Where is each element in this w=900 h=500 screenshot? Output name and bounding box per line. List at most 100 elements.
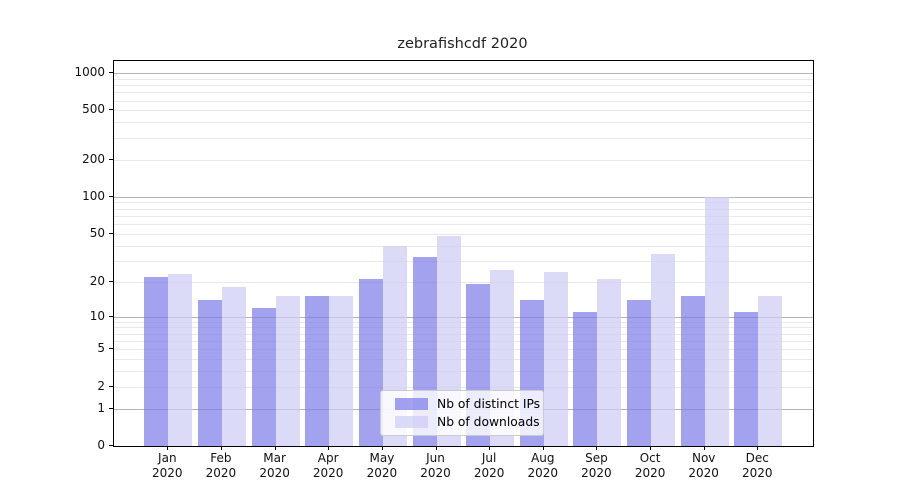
x-tick-label-line: 2020 xyxy=(366,466,398,480)
x-tick-label: Jul 2020 xyxy=(457,451,521,481)
y-tick-mark xyxy=(109,385,113,387)
x-tick-label-line: 2020 xyxy=(312,466,344,480)
x-tick-label-line: 2020 xyxy=(152,466,183,480)
x-tick-label-line: Feb xyxy=(210,451,232,465)
y-gridline-minor xyxy=(114,321,813,323)
x-tick-label-line: 2020 xyxy=(634,466,666,480)
bar-distinct-ips xyxy=(573,311,598,446)
y-gridline-minor xyxy=(114,78,813,80)
y-gridline-minor xyxy=(114,122,813,124)
x-tick-label-line: May xyxy=(369,451,395,465)
y-tick-mark xyxy=(109,109,113,111)
y-gridline-minor xyxy=(114,349,813,351)
x-tick-label: Nov 2020 xyxy=(672,451,736,481)
x-tick-label: Jun 2020 xyxy=(404,451,468,481)
legend: Nb of distinct IPs Nb of downloads xyxy=(380,390,544,436)
y-gridline-minor xyxy=(114,371,813,373)
bar-downloads xyxy=(597,279,622,446)
y-tick-label: 20 xyxy=(89,273,105,288)
y-tick-mark xyxy=(109,158,113,160)
y-tick-mark xyxy=(109,348,113,350)
bar-distinct-ips xyxy=(251,307,276,446)
x-tick-label-line: Jun xyxy=(426,451,445,465)
bar-distinct-ips xyxy=(627,299,652,446)
y-gridline-minor xyxy=(114,208,813,210)
legend-label: Nb of distinct IPs xyxy=(437,397,541,411)
y-gridline-minor xyxy=(114,110,813,112)
y-tick-label: 2 xyxy=(97,378,105,393)
x-tick-label-line: Sep xyxy=(585,451,608,465)
x-tick-mark xyxy=(167,446,169,450)
x-tick-mark xyxy=(435,446,437,450)
y-tick-label: 0 xyxy=(97,438,105,452)
x-tick-label-line: Dec xyxy=(745,451,769,465)
plot-area xyxy=(113,60,814,447)
bar-distinct-ips xyxy=(734,311,759,446)
y-gridline-minor xyxy=(114,224,813,225)
y-gridline-major xyxy=(114,72,813,74)
bar-distinct-ips xyxy=(144,276,169,446)
x-tick-label: Mar 2020 xyxy=(243,451,307,481)
x-tick-mark xyxy=(542,446,544,450)
x-tick-label-line: Apr xyxy=(317,451,339,465)
x-tick-label-line: Jan xyxy=(158,451,177,465)
bar-downloads xyxy=(543,272,568,446)
x-tick-label-line: Mar xyxy=(263,451,286,465)
x-tick-label-line: 2020 xyxy=(473,466,505,480)
legend-row: Nb of downloads xyxy=(395,414,540,430)
bar-distinct-ips xyxy=(680,296,705,446)
x-tick-label-line: 2020 xyxy=(259,466,290,480)
y-gridline-minor xyxy=(114,260,813,262)
y-gridline-minor xyxy=(114,92,813,94)
y-gridline-minor xyxy=(114,233,813,235)
legend-swatch xyxy=(395,398,428,410)
y-tick-mark xyxy=(109,445,113,446)
y-gridline-minor xyxy=(114,281,813,283)
bar-distinct-ips xyxy=(358,279,383,446)
y-gridline-minor xyxy=(114,202,813,204)
y-gridline-minor xyxy=(114,245,813,247)
x-tick-label: Dec 2020 xyxy=(725,451,789,481)
x-tick-label-line: Aug xyxy=(531,451,555,465)
bar-distinct-ips xyxy=(197,299,222,446)
y-tick-mark xyxy=(109,71,113,73)
y-gridline-minor xyxy=(114,215,813,217)
x-tick-mark xyxy=(650,446,652,450)
x-tick-mark xyxy=(328,446,330,450)
y-gridline-minor xyxy=(114,85,813,86)
y-tick-label: 1000 xyxy=(74,64,105,79)
y-gridline-minor xyxy=(114,137,813,139)
bar-downloads xyxy=(651,254,676,446)
y-gridline-minor xyxy=(114,386,813,388)
x-tick-label-line: 2020 xyxy=(688,466,719,480)
bar-downloads xyxy=(329,296,354,446)
x-tick-label-line: Jul xyxy=(481,451,497,465)
y-tick-mark xyxy=(109,232,113,234)
y-tick-mark xyxy=(109,315,113,317)
y-tick-mark xyxy=(109,195,113,197)
x-tick-mark xyxy=(220,446,222,450)
x-tick-label-line: Nov xyxy=(691,451,716,465)
y-gridline-major xyxy=(114,316,813,318)
x-tick-mark xyxy=(274,446,276,450)
y-gridline-minor xyxy=(114,359,813,361)
y-tick-label: 500 xyxy=(82,102,105,117)
y-tick-label: 10 xyxy=(89,308,105,323)
y-tick-label: 50 xyxy=(89,225,105,240)
chart-title: zebrafishcdf 2020 xyxy=(397,36,528,52)
x-tick-mark xyxy=(703,446,705,450)
bar-downloads xyxy=(704,196,729,446)
bar-distinct-ips xyxy=(305,296,330,446)
y-tick-mark xyxy=(109,407,113,409)
y-tick-label: 100 xyxy=(82,188,105,203)
y-tick-label: 1 xyxy=(97,400,105,415)
y-tick-label: 200 xyxy=(82,151,105,166)
legend-label: Nb of downloads xyxy=(437,415,540,429)
bar-downloads xyxy=(221,287,246,446)
y-tick-label: 5 xyxy=(97,341,105,356)
x-tick-mark xyxy=(596,446,598,450)
bar-downloads xyxy=(168,274,193,446)
y-gridline-minor xyxy=(114,159,813,161)
y-gridline-minor xyxy=(114,333,813,335)
